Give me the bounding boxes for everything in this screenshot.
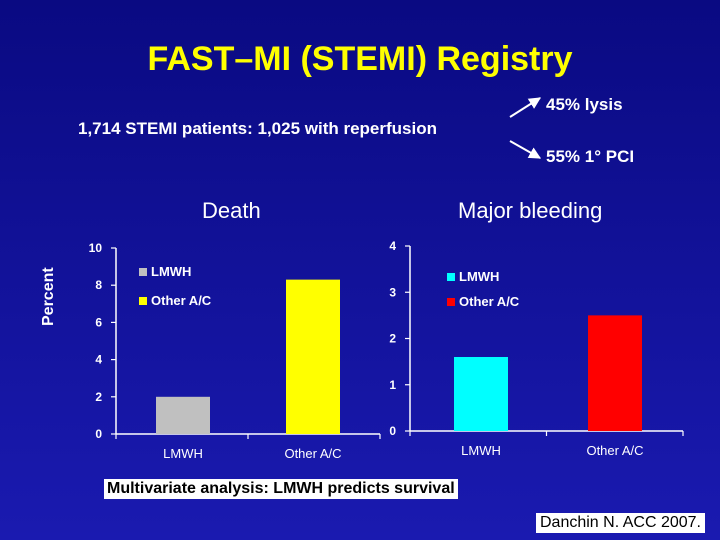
legend-label-0-1: Other A/C bbox=[151, 293, 212, 308]
y-tick-label-0-1: 2 bbox=[95, 390, 102, 404]
legend-label-1-1: Other A/C bbox=[459, 294, 520, 309]
legend-swatch-1-0 bbox=[447, 273, 455, 281]
y-tick-label-1-0: 0 bbox=[389, 424, 396, 438]
y-tick-label-0-0: 0 bbox=[95, 427, 102, 441]
category-label-1-1: Other A/C bbox=[586, 443, 643, 458]
y-tick-label-0-3: 6 bbox=[95, 315, 102, 329]
arrow-to-lysis bbox=[509, 97, 542, 118]
y-tick-label-1-1: 1 bbox=[389, 378, 396, 392]
lysis-label: 45% lysis bbox=[546, 95, 623, 114]
death-chart-title: Death bbox=[202, 198, 261, 223]
legend-swatch-0-1 bbox=[139, 297, 147, 305]
bar-1-0 bbox=[454, 357, 508, 431]
bleeding-chart-title: Major bleeding bbox=[458, 198, 603, 223]
citation: Danchin N. ACC 2007. bbox=[536, 513, 705, 533]
y-tick-label-0-5: 10 bbox=[89, 241, 103, 255]
y-tick-label-1-3: 3 bbox=[389, 285, 396, 299]
legend-label-1-0: LMWH bbox=[459, 269, 499, 284]
arrow-to-pci bbox=[509, 140, 542, 159]
category-label-0-0: LMWH bbox=[163, 446, 203, 461]
pci-label: 55% 1° PCI bbox=[546, 147, 635, 166]
slide-title: FAST–MI (STEMI) Registry bbox=[147, 40, 573, 78]
y-tick-label-0-4: 8 bbox=[95, 278, 102, 292]
y-tick-label-1-2: 2 bbox=[389, 332, 396, 346]
legend-swatch-1-1 bbox=[447, 298, 455, 306]
footnote: Multivariate analysis: LMWH predicts sur… bbox=[104, 479, 458, 499]
legend-label-0-0: LMWH bbox=[151, 264, 191, 279]
patients-summary: 1,714 STEMI patients: 1,025 with reperfu… bbox=[78, 119, 437, 138]
bar-0-0 bbox=[156, 396, 210, 434]
bar-0-1 bbox=[286, 279, 340, 434]
legend-swatch-0-0 bbox=[139, 268, 147, 276]
category-label-0-1: Other A/C bbox=[284, 446, 341, 461]
y-tick-label-0-2: 4 bbox=[95, 353, 102, 367]
y-tick-label-1-4: 4 bbox=[389, 239, 396, 253]
category-label-1-0: LMWH bbox=[461, 443, 501, 458]
bar-1-1 bbox=[588, 315, 642, 431]
